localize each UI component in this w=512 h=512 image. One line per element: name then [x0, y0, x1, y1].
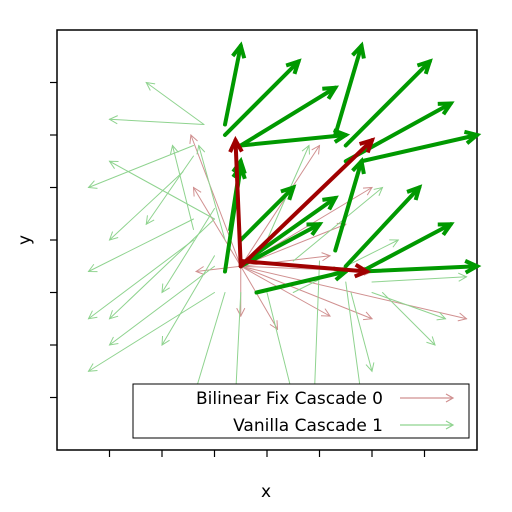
vanilla-arrow: [108, 171, 184, 241]
axis-ticks: [50, 81, 426, 457]
green-highlight-arrow: [333, 157, 366, 253]
x-axis-label: x: [261, 482, 271, 502]
bilinear-arrow: [240, 265, 279, 331]
green-highlight-arrow: [238, 222, 324, 269]
vanilla-arrow: [371, 292, 447, 321]
vanilla-arrow: [108, 218, 215, 320]
bilinear-arrow: [240, 265, 374, 321]
green-highlight-arrow: [359, 129, 482, 164]
red-highlight-arrow: [238, 137, 376, 269]
vanilla-arrow: [350, 292, 375, 373]
legend-label-bilinear: Bilinear Fix Cascade 0: [196, 389, 383, 409]
bilinear-arrow: [240, 252, 332, 267]
red-highlight-arrow: [228, 135, 244, 269]
green-highlight-arrow: [244, 195, 339, 263]
vanilla-arrow: [87, 145, 194, 189]
vanilla-arrow: [345, 281, 365, 399]
legend-arrow-vanilla: [445, 420, 455, 430]
bilinear-arrow: [189, 133, 242, 267]
vanilla-arrow: [145, 81, 205, 125]
green-highlight-arrow: [343, 184, 423, 269]
bilinear-arrow: [240, 265, 468, 322]
bilinear-arrow: [195, 265, 242, 276]
bilinear-arrow: [240, 265, 331, 317]
legend-arrow-bilinear: [445, 393, 455, 403]
vanilla-arrow: [161, 255, 215, 346]
legend-box: [132, 383, 470, 439]
vanilla-arrow: [371, 272, 468, 283]
y-axis-label: y: [15, 235, 35, 245]
green-highlight-arrow: [238, 184, 297, 242]
vanilla-arrow: [196, 144, 226, 241]
vanilla-arrow: [108, 160, 215, 220]
green-highlight-arrow: [223, 58, 302, 137]
bilinear-arrow: [240, 144, 321, 267]
bilinear-arrow: [236, 265, 246, 318]
bilinear-arrow: [192, 186, 242, 267]
green-highlight-arrow: [343, 58, 433, 148]
vanilla-arrow: [266, 292, 296, 399]
green-highlight-arrow: [333, 41, 366, 137]
green-highlight-arrow: [238, 85, 340, 148]
vanilla-arrow: [87, 292, 215, 372]
vanilla-arrow: [108, 115, 205, 125]
green-highlight-arrow: [359, 222, 455, 274]
vanilla-arrow: [108, 265, 215, 346]
vanilla-arrow: [145, 155, 194, 226]
vanilla-arrow: [382, 292, 436, 346]
legend-label-vanilla: Vanilla Cascade 1: [233, 416, 383, 436]
green-highlight-arrow: [223, 41, 247, 127]
vanilla-arrow: [87, 239, 194, 320]
highlighted-vectors: [223, 41, 482, 295]
vanilla-arrow: [161, 208, 215, 294]
green-highlight-arrow: [343, 101, 455, 164]
vanilla-arrow: [191, 292, 226, 399]
legend: Bilinear Fix Cascade 0 Vanilla Cascade 1: [132, 383, 470, 439]
green-highlight-arrow: [359, 259, 482, 275]
red-highlight-arrow: [238, 259, 372, 279]
vanilla-arrow: [231, 292, 242, 399]
vanilla-arrow: [292, 186, 384, 262]
vanilla-arrow: [87, 218, 194, 273]
vanilla-arrow: [169, 144, 194, 230]
